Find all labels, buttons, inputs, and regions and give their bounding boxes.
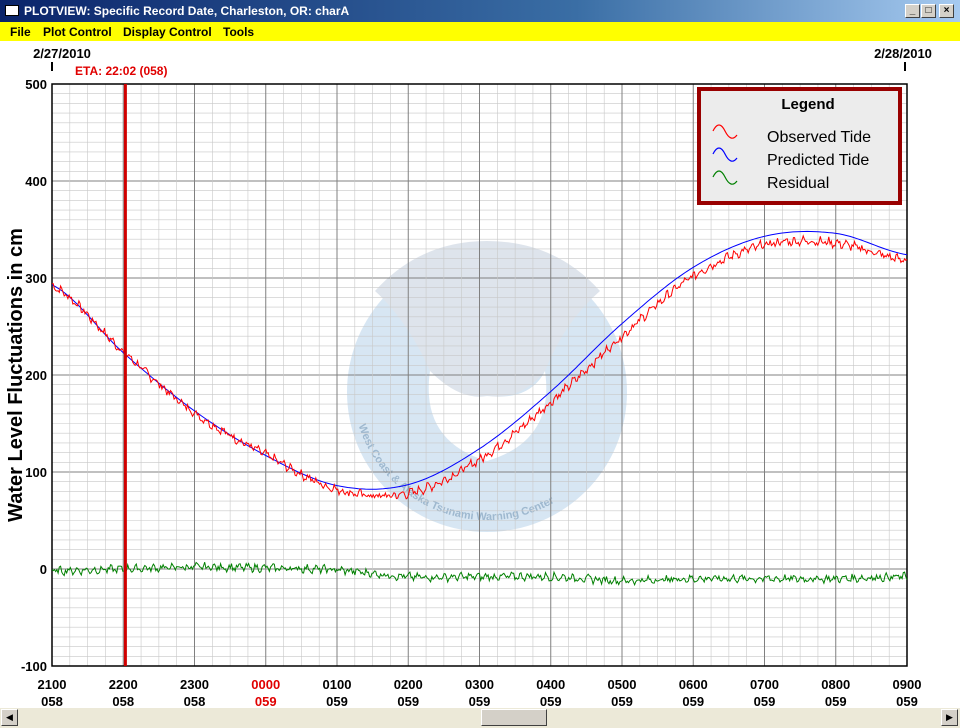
series-line-observed-tide — [51, 234, 908, 500]
menu-tools[interactable]: Tools — [223, 25, 255, 39]
y-tick-label: 100 — [25, 465, 47, 480]
app-icon — [5, 5, 19, 16]
legend-label-observed: Observed Tide — [767, 129, 871, 146]
x-tick-time: 0900 — [893, 677, 922, 692]
title-bar: PLOTVIEW: Specific Record Date, Charlest… — [0, 0, 960, 22]
legend-swatch-residual — [712, 170, 738, 185]
x-tick-time: 2300 — [180, 677, 209, 692]
close-button[interactable]: × — [939, 4, 954, 18]
x-tick-time: 0200 — [394, 677, 423, 692]
x-tick-day: 058 — [184, 694, 206, 708]
menu-plot-control[interactable]: Plot Control — [43, 25, 112, 39]
y-tick-labels: 500 400 300 200 100 0 -100 — [21, 77, 47, 674]
x-tick-day: 059 — [896, 694, 918, 708]
data-series — [51, 230, 908, 587]
x-tick-time: 0100 — [323, 677, 352, 692]
x-tick-time: 2200 — [109, 677, 138, 692]
x-tick-time: 0800 — [821, 677, 850, 692]
date-left-label: 2/27/2010 — [33, 46, 91, 61]
x-tick-day: 059 — [825, 694, 847, 708]
x-tick-day: 058 — [41, 694, 63, 708]
legend-swatch-observed — [712, 124, 738, 139]
plot-area: 2/27/2010 2/28/2010 ETA: 22:02 (058) Wes… — [0, 41, 960, 709]
legend-label-predicted: Predicted Tide — [767, 152, 869, 169]
y-axis-label: Water Level Fluctuations in cm — [5, 228, 27, 522]
scroll-right-button[interactable]: ▶ — [941, 709, 958, 726]
x-tick-time: 2100 — [38, 677, 67, 692]
eta-label: ETA: 22:02 (058) — [75, 64, 167, 78]
minimize-button[interactable]: _ — [905, 4, 920, 18]
maximize-button[interactable]: □ — [921, 4, 936, 18]
x-tick-day: 059 — [754, 694, 776, 708]
x-tick-time: 0400 — [536, 677, 565, 692]
scroll-left-button[interactable]: ◀ — [1, 709, 18, 726]
horizontal-scrollbar[interactable]: ◀ ▶ — [0, 708, 960, 728]
x-tick-labels: 2100 058 2200 058 2300 058 0000 059 0100 059 0200 0… — [38, 677, 922, 709]
y-tick-label: -100 — [21, 659, 47, 674]
legend-label-residual: Residual — [767, 175, 829, 192]
x-tick-day: 058 — [112, 694, 134, 708]
menu-file[interactable]: File — [10, 25, 31, 39]
tide-chart: 2/27/2010 2/28/2010 ETA: 22:02 (058) Wes… — [5, 46, 932, 709]
window-title: PLOTVIEW: Specific Record Date, Charlest… — [24, 4, 350, 18]
y-tick-label: 400 — [25, 174, 47, 189]
date-right-label: 2/28/2010 — [874, 46, 932, 61]
x-tick-day: 059 — [326, 694, 348, 708]
series-line-predicted-tide — [51, 230, 908, 490]
legend-title: Legend — [781, 96, 834, 113]
y-tick-label: 0 — [40, 562, 47, 577]
x-tick-day: 059 — [682, 694, 704, 708]
menu-bar: File Plot Control Display Control Tools — [0, 22, 960, 41]
plot-frame — [51, 83, 908, 667]
x-tick-time: 0700 — [750, 677, 779, 692]
x-tick-day: 059 — [255, 694, 277, 708]
x-tick-time: 0000 — [251, 677, 280, 692]
x-tick-day: 059 — [540, 694, 562, 708]
x-tick-time: 0500 — [608, 677, 637, 692]
y-tick-label: 300 — [25, 271, 47, 286]
x-tick-time: 0300 — [465, 677, 494, 692]
scroll-thumb[interactable] — [481, 709, 547, 726]
x-tick-time: 0600 — [679, 677, 708, 692]
y-tick-label: 200 — [25, 368, 47, 383]
legend-swatch-predicted — [712, 147, 738, 162]
y-tick-label: 500 — [25, 77, 47, 92]
series-line-residual — [51, 561, 908, 587]
x-tick-day: 059 — [611, 694, 633, 708]
menu-display-control[interactable]: Display Control — [123, 25, 212, 39]
legend: Legend Observed Tide Predicted Tide Resi… — [697, 87, 902, 205]
x-tick-day: 059 — [397, 694, 419, 708]
x-tick-day: 059 — [469, 694, 491, 708]
